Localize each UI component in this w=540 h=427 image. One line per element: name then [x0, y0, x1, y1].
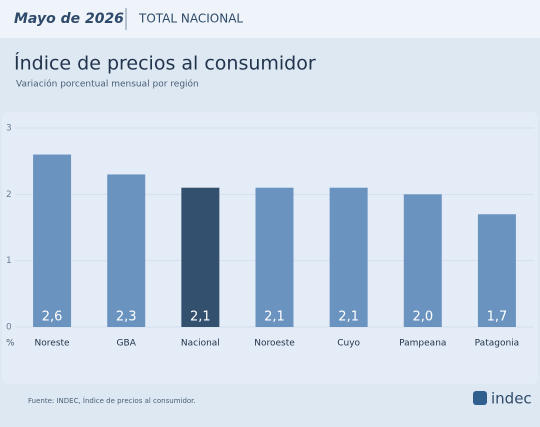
value-label: 2,1: [190, 310, 211, 325]
value-label: 2,0: [412, 310, 433, 325]
value-label: 2,3: [116, 310, 137, 325]
header-band: [0, 0, 540, 38]
value-label: 1,7: [487, 310, 508, 325]
value-label: 2,1: [338, 310, 359, 325]
x-tick-label: Noreste: [35, 339, 70, 349]
y-tick-label: 2: [6, 190, 12, 200]
chart-title: Índice de precios al consumidor: [14, 52, 316, 75]
y-tick-label: 3: [6, 124, 12, 134]
bar: [255, 187, 294, 327]
logo: indec: [491, 390, 532, 408]
y-tick-label: 1: [6, 256, 12, 266]
bar: [181, 187, 220, 327]
x-tick-label: Pampeana: [399, 339, 446, 349]
value-label: 2,6: [42, 310, 63, 325]
bar: [107, 174, 146, 327]
bar: [33, 154, 72, 327]
y-tick-label: 0: [6, 323, 12, 333]
header-scope: TOTAL NACIONAL: [138, 12, 243, 26]
x-tick-label: Noroeste: [254, 339, 295, 349]
logo-icon: [473, 391, 487, 405]
bar: [403, 194, 442, 327]
bar: [329, 187, 368, 327]
x-tick-label: Cuyo: [337, 339, 360, 349]
source: Fuente: INDEC, Índice de precios al cons…: [28, 396, 196, 405]
bar: [477, 214, 516, 327]
x-tick-label: GBA: [117, 339, 137, 349]
value-label: 2,1: [264, 310, 285, 325]
chart-subtitle: Variación porcentual mensual por región: [16, 79, 199, 90]
x-tick-label: Patagonia: [475, 339, 520, 349]
header-date: Mayo de 2026: [14, 11, 124, 27]
x-tick-label: Nacional: [181, 339, 220, 349]
y-axis-label: %: [6, 339, 15, 349]
